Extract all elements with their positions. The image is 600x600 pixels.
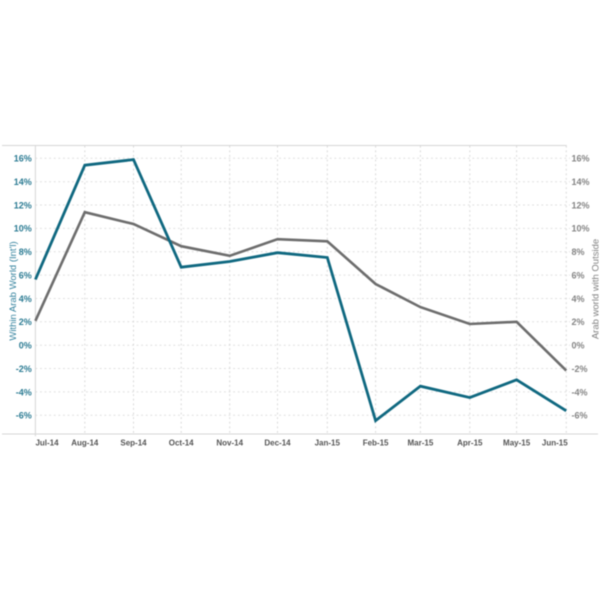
svg-text:Within Arab World (Int'l): Within Arab World (Int'l) <box>8 241 19 340</box>
svg-text:-4%: -4% <box>16 387 32 397</box>
svg-text:12%: 12% <box>572 200 590 210</box>
svg-text:Sep-14: Sep-14 <box>120 438 147 447</box>
svg-text:Jan-15: Jan-15 <box>315 438 341 447</box>
svg-text:Feb-15: Feb-15 <box>363 438 389 447</box>
svg-text:Dec-14: Dec-14 <box>264 438 291 447</box>
svg-text:0%: 0% <box>19 341 32 351</box>
svg-text:2%: 2% <box>572 317 585 327</box>
svg-text:14%: 14% <box>14 177 32 187</box>
svg-text:Nov-14: Nov-14 <box>216 438 243 447</box>
svg-text:Jul-14: Jul-14 <box>35 438 59 447</box>
svg-text:-4%: -4% <box>572 387 588 397</box>
svg-text:4%: 4% <box>572 294 585 304</box>
svg-text:-6%: -6% <box>16 411 32 421</box>
svg-text:16%: 16% <box>572 154 590 164</box>
svg-text:Mar-15: Mar-15 <box>408 438 434 447</box>
svg-text:Aug-14: Aug-14 <box>71 438 99 447</box>
svg-text:2%: 2% <box>19 317 32 327</box>
svg-text:Oct-14: Oct-14 <box>169 438 194 447</box>
svg-text:8%: 8% <box>19 247 32 257</box>
svg-text:10%: 10% <box>14 224 32 234</box>
svg-text:6%: 6% <box>572 271 585 281</box>
svg-text:Jun-15: Jun-15 <box>542 438 568 447</box>
svg-text:6%: 6% <box>19 271 32 281</box>
svg-text:8%: 8% <box>572 247 585 257</box>
svg-text:10%: 10% <box>572 224 590 234</box>
svg-text:May-15: May-15 <box>503 438 531 447</box>
svg-text:-2%: -2% <box>572 364 588 374</box>
svg-text:4%: 4% <box>19 294 32 304</box>
svg-text:-6%: -6% <box>572 411 588 421</box>
svg-text:-2%: -2% <box>16 364 32 374</box>
svg-text:14%: 14% <box>572 177 590 187</box>
svg-text:0%: 0% <box>572 341 585 351</box>
svg-text:16%: 16% <box>14 154 32 164</box>
svg-text:12%: 12% <box>14 200 32 210</box>
svg-text:Arab world with Outside: Arab world with Outside <box>590 239 600 339</box>
svg-text:Apr-15: Apr-15 <box>457 438 483 447</box>
